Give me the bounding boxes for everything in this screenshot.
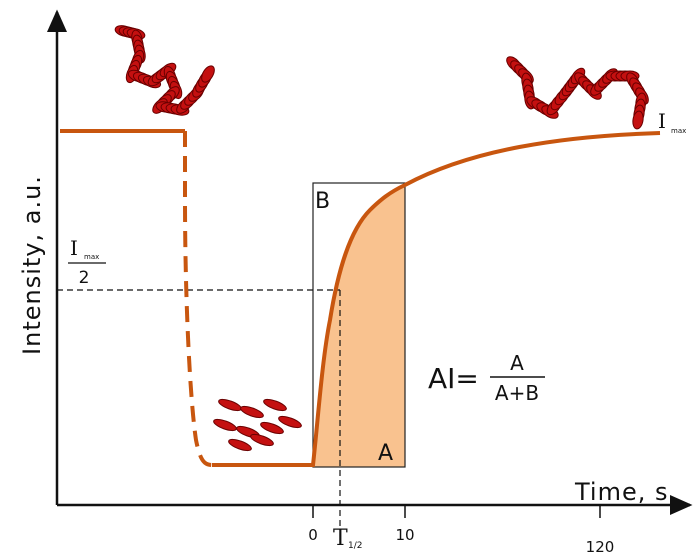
protein-segment: [259, 420, 284, 436]
formula-lhs: AI=: [428, 362, 479, 395]
protein-segment: [217, 397, 242, 413]
region-b: B: [315, 189, 330, 214]
protein-segment: [277, 414, 302, 430]
y-axis-label: Intensity, a.u.: [18, 175, 46, 355]
protein-segment: [249, 432, 274, 448]
tick-label: 120: [586, 538, 615, 554]
half-max-numerator: I: [70, 236, 78, 260]
formula-numerator: A: [510, 351, 524, 375]
tick-label: 10: [395, 526, 414, 544]
x-axis-label: Time, s.: [574, 478, 677, 506]
protein-segment: [239, 404, 264, 420]
diagram: Intensity, a.u. Time, s. 0 10 120 T 1/2 …: [0, 0, 696, 554]
half-max-denominator: 2: [79, 268, 90, 288]
i-max-subscript: max: [671, 127, 686, 135]
curve: [212, 133, 660, 465]
protein-segment: [212, 417, 237, 433]
curve-dashed: [185, 131, 212, 465]
protein-segment: [227, 437, 252, 453]
protein-segment: [262, 397, 287, 413]
tick-label: 0: [308, 526, 318, 544]
t-half-subscript: 1/2: [348, 541, 362, 551]
i-max-symbol: I: [658, 109, 666, 133]
region-a: A: [378, 441, 393, 466]
t-half-symbol: T: [333, 526, 348, 551]
formula-denominator: A+B: [495, 381, 539, 405]
half-max-subscript: max: [84, 253, 99, 261]
